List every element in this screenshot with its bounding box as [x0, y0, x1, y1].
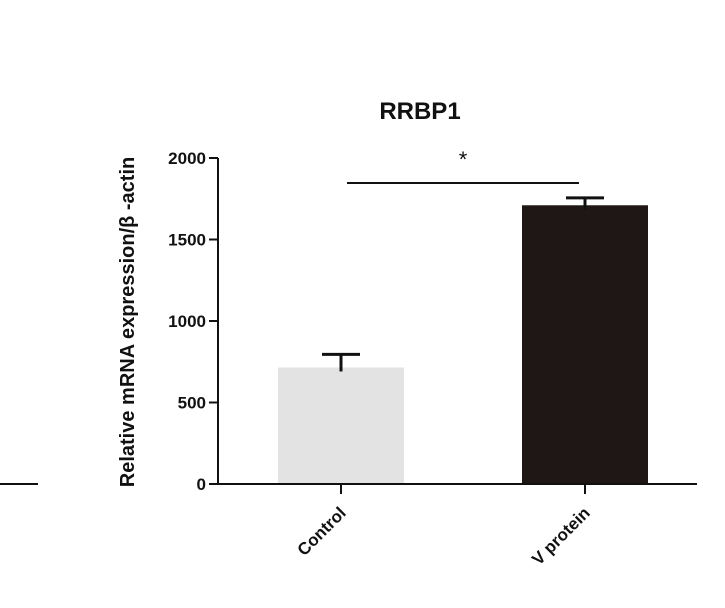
y-tick-label: 500 [178, 394, 206, 413]
bar-control [278, 367, 404, 484]
bar-v-protein [522, 205, 648, 484]
y-tick-label: 1000 [168, 312, 206, 331]
y-tick-label: 2000 [168, 149, 206, 168]
y-axis: 0 500 1000 1500 2000 [168, 149, 219, 494]
y-tick-label: 0 [197, 475, 206, 494]
significance-asterisk: * [459, 147, 468, 172]
y-axis-title: Relative mRNA expression/β -actin [117, 157, 139, 487]
x-category-label: Control [294, 503, 350, 559]
bars-group [278, 205, 648, 484]
significance-annotation: * [347, 147, 579, 184]
error-bars-group [322, 196, 604, 372]
y-tick-label: 1500 [168, 231, 206, 250]
chart-title: RRBP1 [379, 98, 460, 125]
x-axis: Control V protein [218, 483, 697, 569]
x-category-label: V protein [528, 503, 594, 569]
